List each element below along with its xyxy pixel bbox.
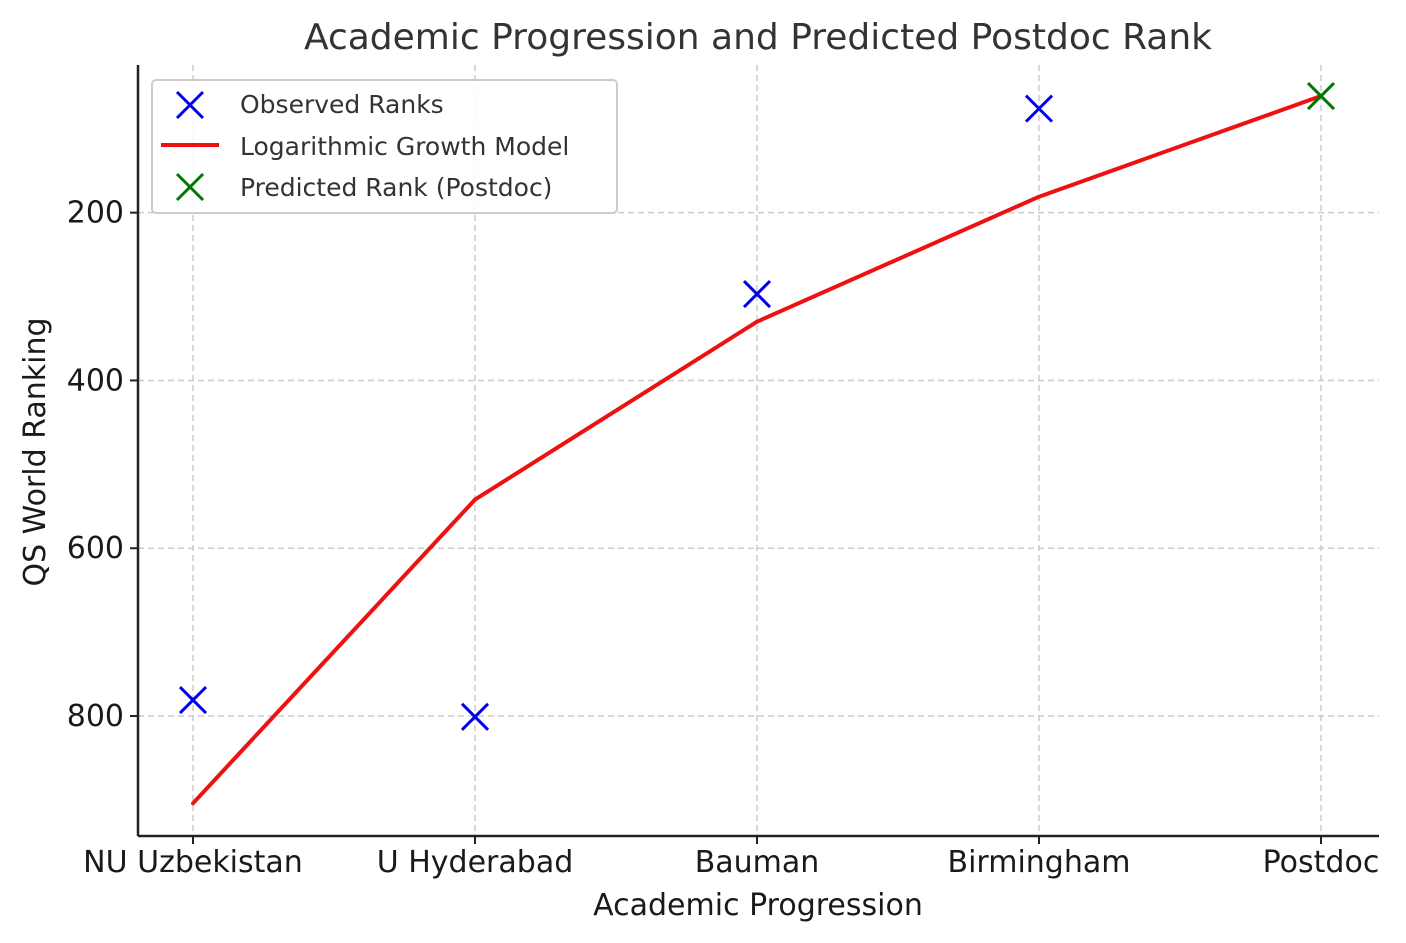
legend-frame [151,79,618,214]
x-tick-label: NU Uzbekistan [83,845,303,880]
chart-title: Academic Progression and Predicted Postd… [304,17,1212,58]
observed-point [178,686,208,715]
legend-label-observed: Observed Ranks [240,90,444,119]
ticks-layer: NU Uzbekistan U Hyderabad Bauman Birmingham… [67,196,1380,880]
x-tick-label: Postdoc [1263,845,1380,880]
series-layer [178,81,1336,806]
legend-label-predicted: Predicted Rank (Postdoc) [240,173,552,202]
legend-marker-predicted [175,172,205,202]
y-tick-label: 400 [67,363,124,398]
x-tick-label: U Hyderabad [377,845,574,880]
observed-point [742,279,772,309]
x-tick-label: Bauman [695,845,820,880]
legend: Observed Ranks Logarithmic Growth Model … [151,79,618,214]
axes-layer [136,65,1379,838]
legend-marker-observed [175,90,205,120]
y-tick-label: 800 [67,699,124,734]
series-line-model [191,94,1323,806]
y-tick-label: 200 [67,196,124,231]
observed-point [460,702,490,731]
x-tick-label: Birmingham [948,845,1131,880]
grid-layer [138,65,1379,836]
x-axis-title: Academic Progression [593,888,923,923]
y-axis-title: QS World Ranking [18,317,53,586]
legend-label-model: Logarithmic Growth Model [240,132,569,161]
predicted-point [1306,81,1336,111]
y-tick-label: 600 [67,531,124,566]
observed-point [1024,94,1054,123]
